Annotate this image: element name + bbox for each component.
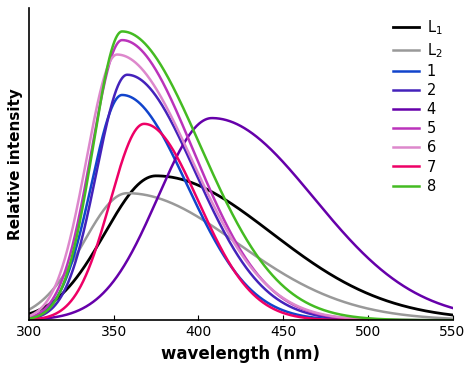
Y-axis label: Relative intensity: Relative intensity	[9, 88, 23, 240]
Legend: L$_1$, L$_2$, 1, 2, 4, 5, 6, 7, 8: L$_1$, L$_2$, 1, 2, 4, 5, 6, 7, 8	[390, 16, 445, 197]
X-axis label: wavelength (nm): wavelength (nm)	[161, 345, 320, 363]
